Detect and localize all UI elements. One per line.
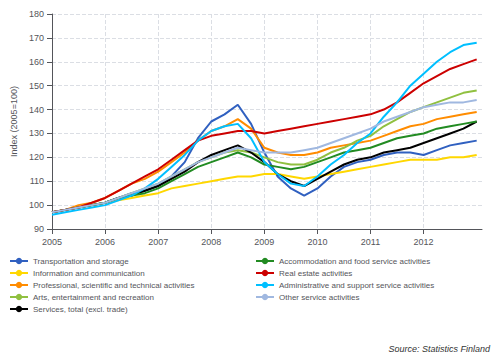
svg-text:Administrative and support ser: Administrative and support service activ… [279, 281, 434, 290]
svg-text:100: 100 [29, 200, 44, 210]
svg-text:180: 180 [29, 9, 44, 19]
svg-text:2005: 2005 [42, 237, 62, 247]
svg-text:Other service activities: Other service activities [279, 293, 359, 302]
svg-text:Transportation and storage: Transportation and storage [33, 257, 129, 266]
svg-text:2007: 2007 [148, 237, 168, 247]
svg-text:Accommodation and food service: Accommodation and food service activitie… [279, 257, 430, 266]
svg-text:2008: 2008 [201, 237, 221, 247]
svg-text:2006: 2006 [95, 237, 115, 247]
svg-text:2010: 2010 [307, 237, 327, 247]
svg-text:150: 150 [29, 81, 44, 91]
svg-text:Index (2005=100): Index (2005=100) [9, 86, 19, 157]
svg-text:2011: 2011 [361, 237, 380, 247]
svg-text:130: 130 [29, 128, 44, 138]
svg-text:Information and communication: Information and communication [33, 269, 145, 278]
svg-text:120: 120 [29, 152, 44, 162]
svg-text:90: 90 [34, 224, 44, 234]
svg-text:Services, total (excl. trade): Services, total (excl. trade) [33, 305, 128, 314]
svg-text:Source: Statistics Finland: Source: Statistics Finland [388, 344, 491, 354]
svg-text:160: 160 [29, 57, 44, 67]
svg-text:Professional, scientific and t: Professional, scientific and technical a… [33, 281, 194, 290]
svg-text:2012: 2012 [414, 237, 434, 247]
svg-text:Arts, entertainment and recrea: Arts, entertainment and recreation [33, 293, 154, 302]
svg-text:110: 110 [30, 176, 44, 186]
svg-text:2009: 2009 [254, 237, 274, 247]
svg-text:140: 140 [29, 105, 44, 115]
svg-text:170: 170 [29, 33, 44, 43]
svg-text:Real estate activities: Real estate activities [279, 269, 352, 278]
